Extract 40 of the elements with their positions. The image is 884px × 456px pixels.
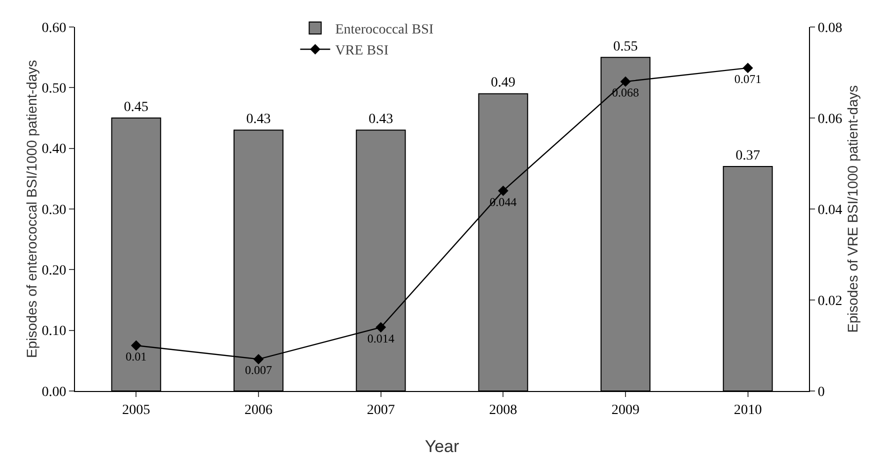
data-label: 0.45	[124, 100, 148, 115]
point	[253, 354, 264, 364]
y-tick-label: 0.10	[42, 324, 66, 340]
data-label: 0.068	[612, 86, 639, 100]
x-tick-label: 2008	[489, 402, 518, 418]
data-label: 0.43	[246, 112, 271, 128]
x-tick-label: 2009	[612, 402, 640, 418]
data-label: 0.49	[490, 76, 516, 91]
data-label: 0.014	[367, 331, 394, 346]
y2-tick-label: 0.02	[818, 294, 842, 309]
point	[742, 62, 754, 74]
x-tick-label: 2006	[244, 402, 272, 418]
y2-tick-label: 0.08	[818, 20, 842, 36]
y-tick-label: 0.00	[42, 384, 66, 400]
legend-label: VRE BSI	[335, 44, 389, 59]
data-label: 0.007	[245, 363, 272, 378]
x-axis-title: Year	[424, 437, 460, 456]
y2-tick-label: 0.06	[818, 112, 842, 127]
y2-tick-label: 0.04	[818, 202, 842, 218]
y-tick-label: 0.60	[42, 20, 66, 36]
data-label: 0.01	[126, 350, 147, 364]
data-label: 0.071	[734, 72, 762, 86]
point	[130, 340, 142, 351]
y-tick-label: 0.40	[42, 142, 66, 158]
y2-axis-title: Episodes of VRE BSI/1000 patient-days	[844, 85, 860, 333]
x-tick-label: 2005	[122, 402, 150, 418]
y-tick-label: 0.50	[42, 82, 66, 97]
data-label: 0.43	[368, 112, 394, 128]
x-tick-label: 2010	[734, 402, 762, 418]
data-label: 0.37	[736, 148, 760, 164]
data-label: 0.55	[613, 39, 638, 54]
legend-label: Enterococcal BSI	[335, 22, 434, 38]
point	[498, 186, 508, 196]
point	[376, 322, 386, 332]
point	[620, 76, 631, 87]
y2-tick-label: 0	[818, 384, 825, 400]
x-tick-label: 2007	[366, 402, 395, 418]
y-tick-label: 0.30	[42, 202, 66, 218]
y-tick-label: 0.20	[42, 264, 66, 279]
y-axis-title: Episodes of enterococcal BSI/1000 patient-days	[24, 60, 40, 358]
